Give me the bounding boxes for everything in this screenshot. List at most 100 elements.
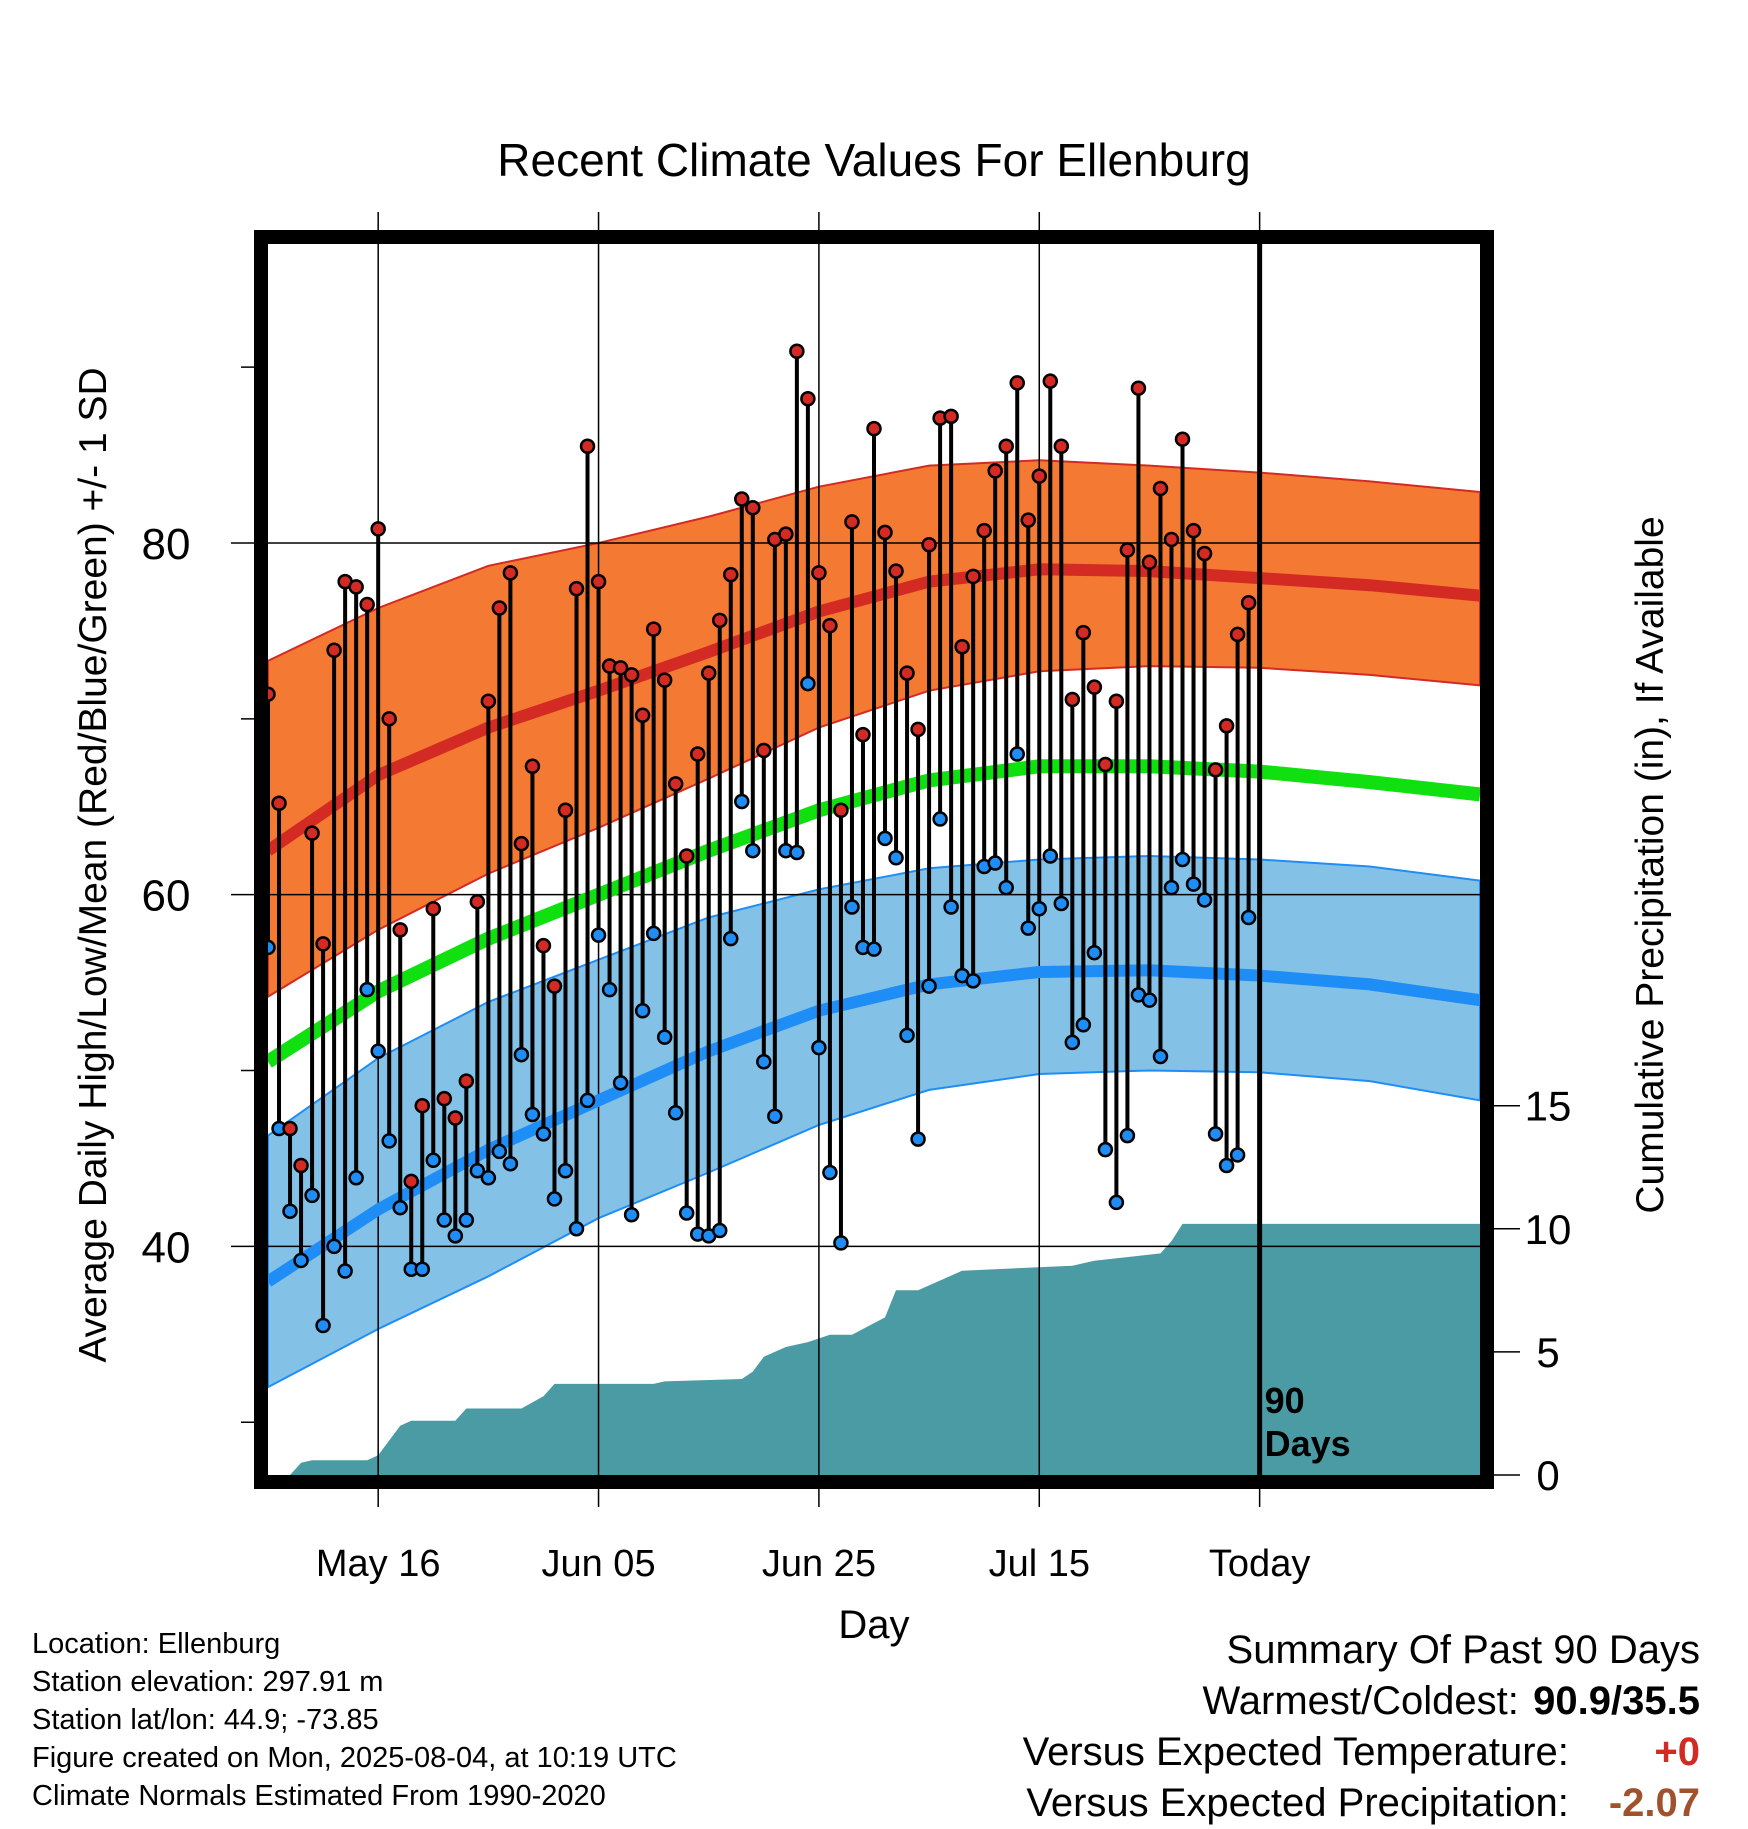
daily-high-point (1009, 375, 1025, 391)
daily-high-point (425, 900, 442, 917)
daily-high-point (513, 835, 530, 852)
y2-tick-label: 15 (1525, 1083, 1572, 1130)
daily-low-point (1097, 1141, 1114, 1158)
plot-frame (254, 230, 1494, 1489)
daily-high-point (899, 665, 915, 681)
daily-low-point (789, 844, 805, 861)
daily-high-point (612, 660, 629, 676)
daily-high-point (800, 391, 816, 407)
daily-high-point (268, 686, 276, 702)
daily-low-point (557, 1163, 574, 1179)
daily-low-point (623, 1206, 640, 1223)
daily-high-point (965, 568, 981, 585)
daily-high-point (502, 565, 519, 581)
axes: 40 60 80 0 5 10 15 May 16 Jun 05 Jun 25 Jul 15 Toda… (142, 212, 1572, 1585)
y-tick-label: 60 (142, 872, 191, 921)
daily-high-point (348, 579, 364, 595)
daily-high-point (1174, 431, 1191, 447)
daily-low-point (822, 1164, 838, 1181)
daily-high-point (943, 408, 959, 425)
daily-high-point (414, 1097, 431, 1114)
daily-low-point (392, 1199, 408, 1216)
daily-high-point (1097, 756, 1114, 773)
low-normal-line (268, 964, 1480, 1287)
daily-low-point (877, 830, 893, 847)
daily-low-point (756, 1053, 772, 1070)
daily-low-point (579, 1092, 596, 1109)
daily-high-point (535, 937, 552, 954)
info-location: Location: Ellenburg (32, 1628, 281, 1660)
x-tick-label: Today (1209, 1543, 1310, 1585)
daily-low-point (326, 1238, 342, 1255)
daily-low-point (1174, 851, 1191, 868)
daily-high-point (315, 936, 331, 952)
daily-high-point (1086, 679, 1103, 695)
daily-high-point (458, 1073, 475, 1089)
daily-low-point (634, 1002, 651, 1019)
daily-low-point (844, 899, 860, 915)
daily-high-point (656, 672, 673, 688)
daily-high-point (1240, 594, 1257, 611)
daily-high-point (1130, 380, 1147, 396)
x-tick-label: Jul 15 (989, 1543, 1090, 1585)
x-tick-label: Jun 25 (762, 1543, 876, 1585)
precip-label: Versus Expected Precipitation: (1026, 1781, 1569, 1825)
info-latlon: Station lat/lon: 44.9; -73.85 (32, 1704, 379, 1736)
daily-low-point (491, 1143, 508, 1160)
daily-low-point (1240, 909, 1257, 926)
daily-high-point (546, 978, 563, 994)
summary-temp: Versus Expected Temperature: +0 (1023, 1727, 1700, 1778)
daily-high-point (524, 758, 541, 775)
daily-low-point (745, 842, 761, 859)
daily-low-point (866, 941, 882, 957)
daily-low-point (1218, 1157, 1235, 1174)
daily-low-point (1053, 895, 1070, 912)
daily-low-point (1207, 1126, 1224, 1142)
daily-high-point (1141, 554, 1158, 571)
daily-low-point (502, 1155, 519, 1172)
daily-low-point (1075, 1017, 1092, 1033)
daily-high-point (293, 1157, 309, 1174)
daily-high-point (822, 617, 838, 634)
daily-low-point (767, 1108, 783, 1125)
daily-low-point (899, 1027, 915, 1044)
daily-low-point (800, 675, 816, 692)
summary-precip: Versus Expected Precipitation: -2.07 (1023, 1778, 1700, 1829)
daily-low-point (910, 1131, 926, 1147)
daily-high-point (734, 491, 750, 507)
y2-tick-label: 10 (1525, 1206, 1572, 1253)
y-axis-label: Average Daily High/Low/Mean (Red/Blue/Gr… (72, 367, 115, 1362)
info-elevation: Station elevation: 297.91 m (32, 1666, 384, 1698)
daily-low-point (535, 1126, 552, 1142)
daily-low-point (612, 1075, 629, 1091)
precip-value: -2.07 (1608, 1781, 1700, 1825)
daily-low-point (943, 899, 959, 915)
daily-high-point (745, 500, 761, 516)
daily-low-point (833, 1235, 849, 1251)
daily-low-point (304, 1187, 320, 1204)
daily-low-point (359, 981, 375, 998)
daily-low-point (513, 1046, 530, 1063)
daily-high-point (921, 536, 937, 553)
daily-high-point (700, 665, 717, 681)
daily-high-point (678, 848, 695, 864)
x-tick-label: Jun 05 (541, 1543, 655, 1585)
daily-high-point (1031, 468, 1048, 484)
daily-high-point (689, 746, 706, 762)
daily-low-point (667, 1104, 684, 1121)
daily-high-point (667, 776, 684, 792)
info-created: Figure created on Mon, 2025-08-04, at 10… (32, 1742, 677, 1774)
daily-low-point (293, 1252, 309, 1269)
daily-high-point (1196, 545, 1213, 562)
daily-low-point (998, 879, 1014, 896)
daily-high-point (1229, 626, 1246, 643)
daily-low-point (1031, 900, 1048, 917)
daily-low-point (590, 927, 607, 943)
daily-high-point (888, 563, 904, 579)
daily-high-point (998, 438, 1014, 454)
warm-cold-label: Warmest/Coldest: (1202, 1679, 1519, 1723)
daily-high-point (1064, 691, 1081, 708)
daily-high-point (326, 642, 342, 658)
